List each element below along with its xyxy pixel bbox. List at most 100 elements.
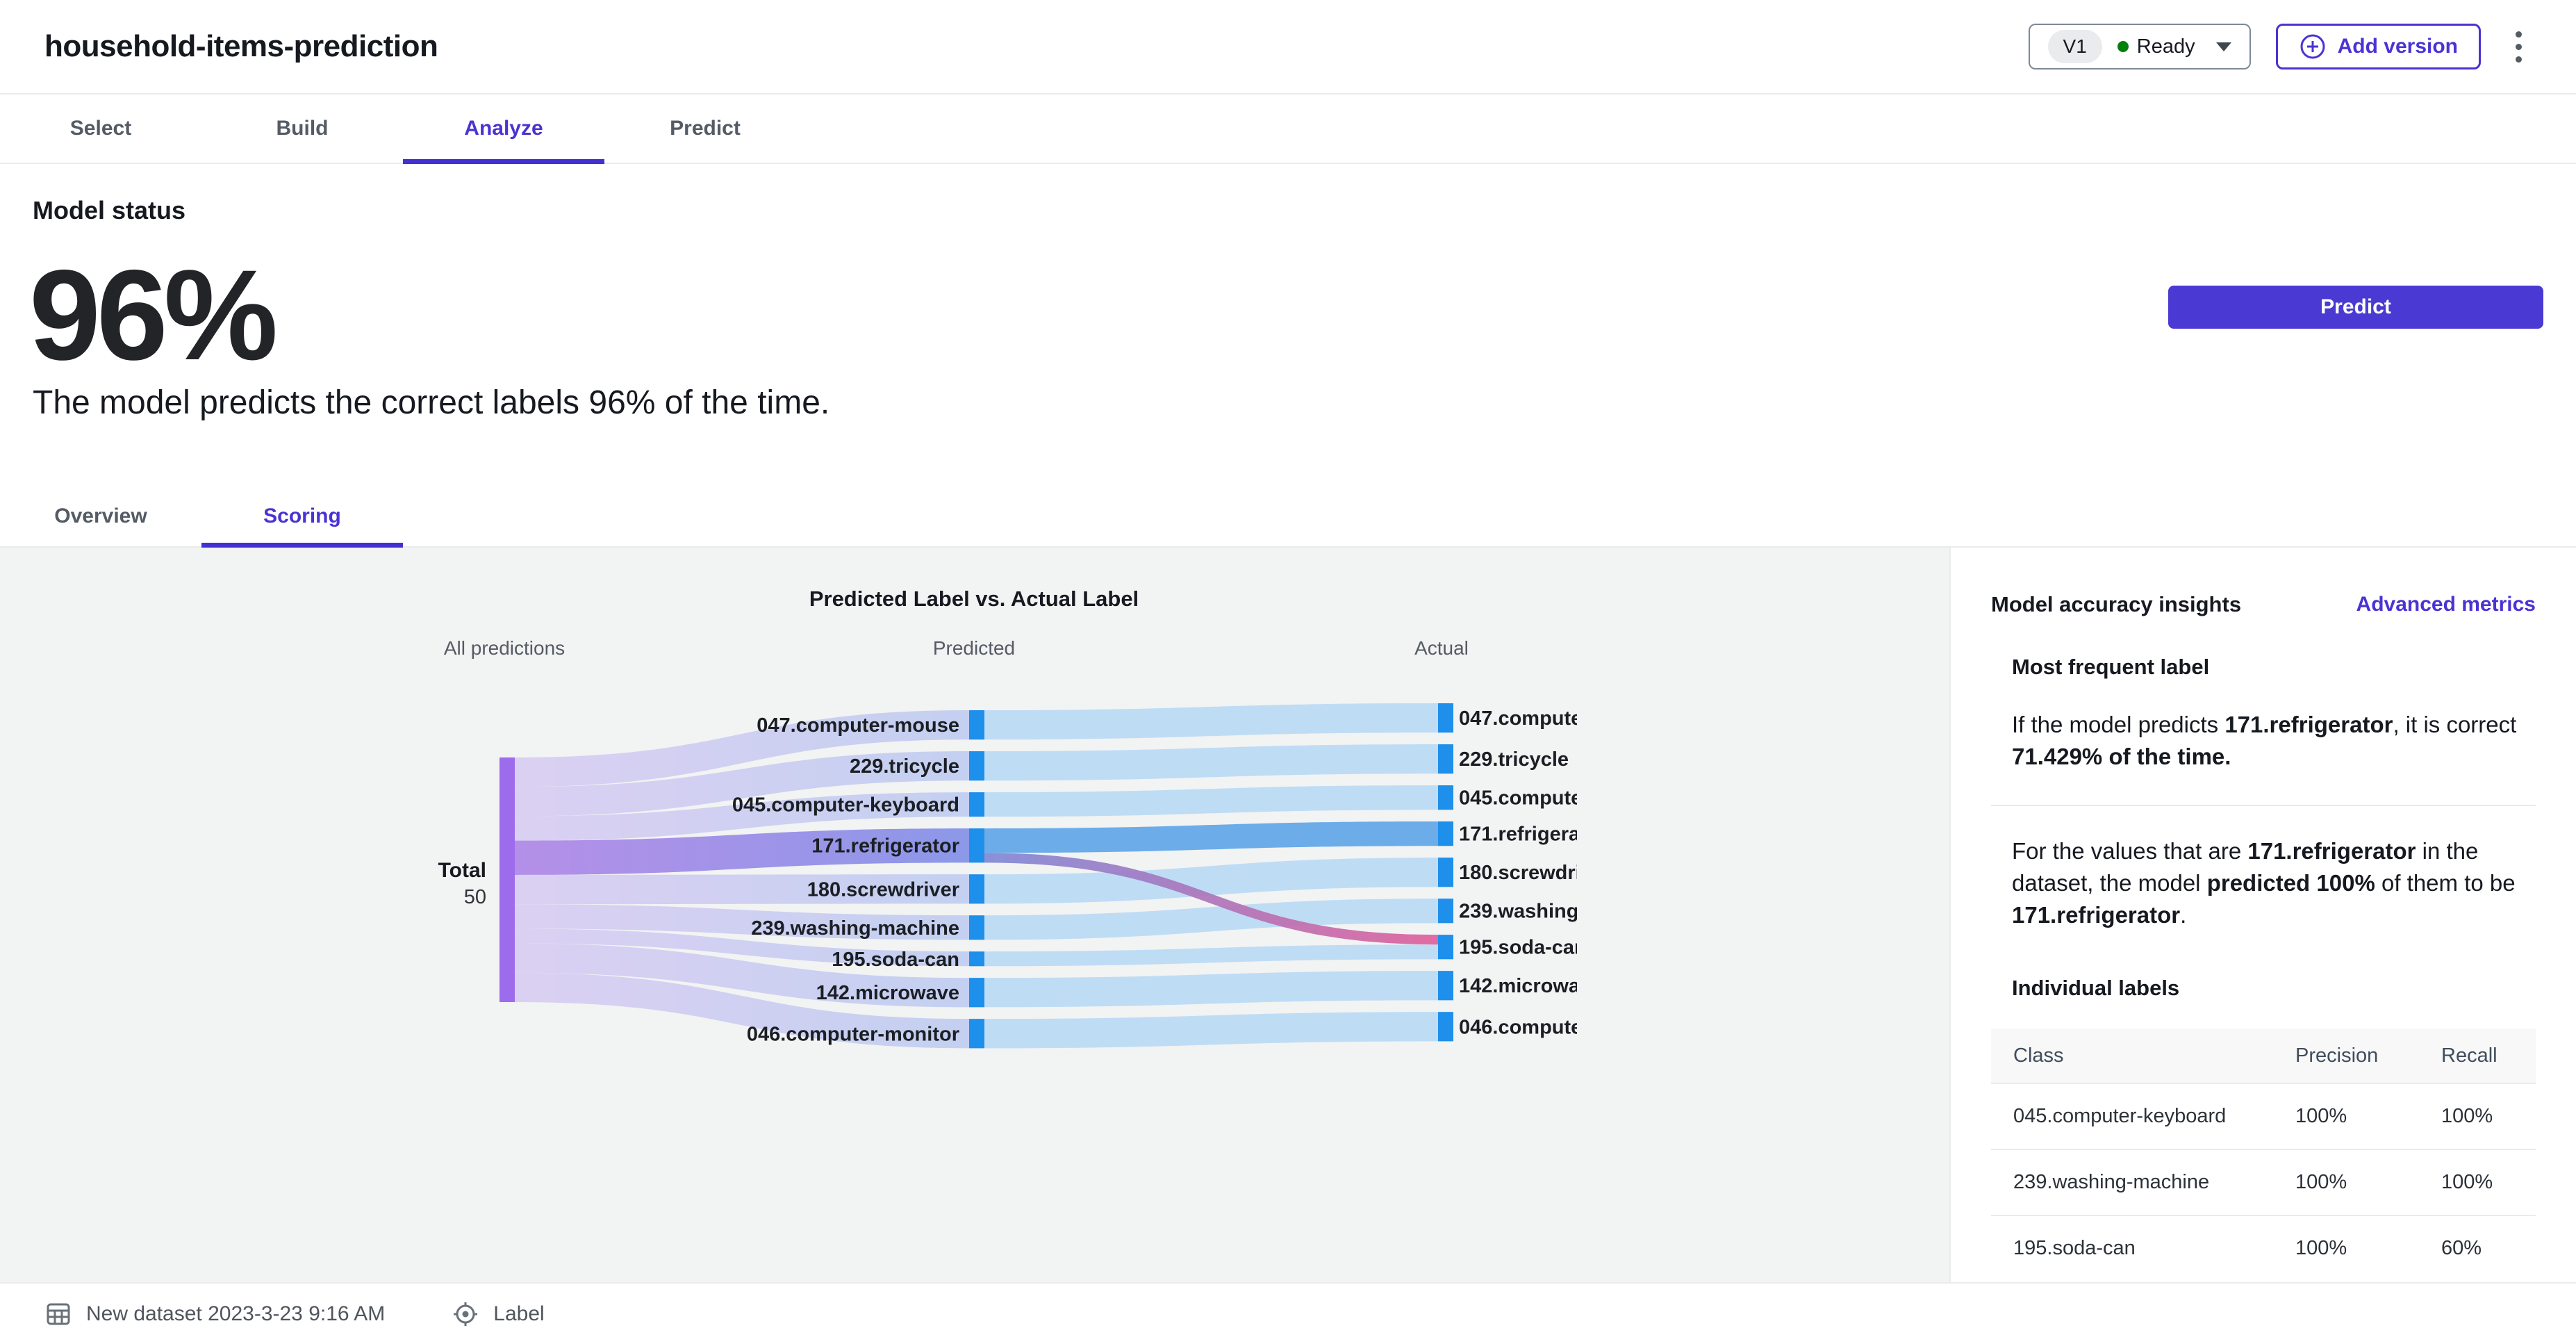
sankey-flow-171.refrigerator-to-171.refrigerator[interactable]	[984, 821, 1438, 853]
predicted-label-229.tricycle: 229.tricycle	[850, 755, 959, 778]
actual-label-045.computer-keyboard: 045.computer-keyboard	[1459, 787, 1686, 810]
sankey-flow-total-to-171.refrigerator[interactable]	[515, 828, 969, 875]
predicted-label-142.microwave: 142.microwave	[816, 982, 959, 1004]
column-header-predicted: Predicted	[933, 637, 1015, 659]
predicted-label-047.computer-mouse: 047.computer-mouse	[757, 714, 959, 737]
scoring-chart-area: Predicted Label vs. Actual Label All pre…	[0, 548, 1949, 1282]
content-row: Predicted Label vs. Actual Label All pre…	[0, 548, 2576, 1282]
sankey-flow-total-to-239.washing-machine[interactable]	[515, 904, 969, 940]
sankey-node-actual-142.microwave[interactable]	[1438, 971, 1453, 1001]
recall-insight-text: For the values that are 171.refrigerator…	[2012, 838, 2516, 928]
sankey-node-predicted-229.tricycle[interactable]	[969, 751, 984, 781]
predict-button[interactable]: Predict	[2168, 286, 2543, 329]
version-dropdown[interactable]: V1 Ready	[2028, 24, 2251, 69]
sankey-node-predicted-171.refrigerator[interactable]	[969, 828, 984, 863]
total-node-label: Total	[438, 859, 486, 882]
predicted-label-045.computer-keyboard: 045.computer-keyboard	[732, 794, 959, 817]
actual-label-046.computer-monitor: 046.computer-monitor	[1459, 1016, 1671, 1038]
tab-analyze[interactable]: Analyze	[403, 95, 604, 164]
column-header-all-predictions: All predictions	[444, 637, 565, 659]
precision-insight-text: If the model predicts 171.refrigerator, …	[2012, 712, 2517, 769]
tab-build[interactable]: Build	[276, 117, 329, 140]
sankey-flow-045.computer-keyboard-to-045.computer-keyboard[interactable]	[984, 785, 1438, 817]
add-version-button[interactable]: Add version	[2275, 24, 2481, 69]
top-bar-actions: V1 Ready Add version	[2028, 24, 2532, 69]
analysis-tab-bar: Overview Scoring	[0, 486, 2576, 548]
tab-predict[interactable]: Predict	[670, 117, 741, 140]
more-options-icon[interactable]	[2506, 24, 2532, 69]
table-header-row: Class Precision Recall	[1991, 1029, 2536, 1083]
predicted-label-239.washing-machine: 239.washing-machine	[751, 917, 959, 940]
sankey-flow-195.soda-can-to-195.soda-can[interactable]	[984, 944, 1438, 967]
sankey-flow-142.microwave-to-142.microwave[interactable]	[984, 971, 1438, 1008]
page-title: household-items-prediction	[44, 29, 438, 63]
model-status-heading: Model status	[33, 196, 186, 224]
tab-scoring[interactable]: Scoring	[201, 486, 403, 548]
actual-label-047.computer-mouse: 047.computer-mouse	[1459, 707, 1662, 730]
sankey-node-actual-180.screwdriver[interactable]	[1438, 858, 1453, 887]
actual-label-239.washing-machine: 239.washing-machine	[1459, 901, 1667, 923]
dataset-status-label: New dataset 2023-3-23 9:16 AM	[86, 1302, 386, 1325]
top-bar: household-items-prediction V1 Ready Add …	[0, 0, 2576, 95]
version-badge: V1	[2047, 30, 2102, 63]
sankey-node-predicted-195.soda-can[interactable]	[969, 951, 984, 967]
advanced-metrics-link[interactable]: Advanced metrics	[2356, 593, 2536, 616]
sankey-flow-total-to-180.screwdriver[interactable]	[515, 874, 969, 905]
col-header-class: Class	[2013, 1044, 2064, 1067]
accuracy-value: 96%	[29, 244, 278, 387]
sankey-diagram[interactable]: Predicted Label vs. Actual Label All pre…	[0, 548, 1949, 1282]
chevron-down-icon	[2215, 42, 2231, 51]
actual-label-142.microwave: 142.microwave	[1459, 975, 1602, 997]
sankey-flow-046.computer-monitor-to-046.computer-monitor[interactable]	[984, 1012, 1438, 1049]
table-row: 239.washing-machine 100% 100%	[1991, 1149, 2536, 1215]
sankey-flow-total-to-047.computer-mouse[interactable]	[515, 710, 969, 787]
sankey-flow-171.refrigerator-to-195.soda-can[interactable]	[984, 853, 1438, 945]
predicted-label-046.computer-monitor: 046.computer-monitor	[747, 1023, 959, 1045]
sankey-node-actual-046.computer-monitor[interactable]	[1438, 1012, 1453, 1042]
predicted-label-171.refrigerator: 171.refrigerator	[811, 835, 959, 858]
sankey-node-actual-239.washing-machine[interactable]	[1438, 899, 1453, 924]
sankey-node-predicted-045.computer-keyboard[interactable]	[969, 792, 984, 817]
sankey-flow-total-to-229.tricycle[interactable]	[515, 751, 969, 817]
sankey-node-predicted-239.washing-machine[interactable]	[969, 915, 984, 940]
dataset-grid-icon	[47, 1303, 70, 1325]
sankey-flow-total-to-045.computer-keyboard[interactable]	[515, 792, 969, 841]
add-version-label: Add version	[2337, 35, 2458, 58]
predicted-label-195.soda-can: 195.soda-can	[832, 949, 959, 971]
status-bar: New dataset 2023-3-23 9:16 AM Label	[0, 1282, 2576, 1344]
tab-select[interactable]: Select	[69, 117, 132, 140]
sankey-node-predicted-142.microwave[interactable]	[969, 978, 984, 1008]
plus-circle-icon	[2300, 34, 2325, 59]
actual-label-195.soda-can: 195.soda-can	[1459, 937, 1587, 959]
table-row: 195.soda-can 100% 60%	[1991, 1215, 2536, 1281]
table-row: 045.computer-keyboard 100% 100%	[1991, 1083, 2536, 1149]
sankey-node-actual-171.refrigerator[interactable]	[1438, 821, 1453, 846]
dataset-status-item[interactable]: New dataset 2023-3-23 9:16 AM	[44, 1300, 385, 1328]
sankey-node-predicted-047.computer-mouse[interactable]	[969, 710, 984, 740]
sankey-node-actual-229.tricycle[interactable]	[1438, 744, 1453, 774]
sankey-node-actual-047.computer-mouse[interactable]	[1438, 703, 1453, 733]
sankey-flow-229.tricycle-to-229.tricycle[interactable]	[984, 744, 1438, 781]
sankey-flow-047.computer-mouse-to-047.computer-mouse[interactable]	[984, 703, 1438, 740]
sankey-flow-total-to-195.soda-can[interactable]	[515, 928, 969, 967]
main-tab-bar: Select Build Analyze Predict	[0, 95, 2576, 164]
tab-overview[interactable]: Overview	[54, 505, 147, 527]
sankey-flow-239.washing-machine-to-239.washing-machine[interactable]	[984, 899, 1438, 940]
model-accuracy-panel: Model accuracy insights Advanced metrics…	[1949, 548, 2576, 1282]
actual-label-180.screwdriver: 180.screwdriver	[1459, 862, 1611, 884]
most-frequent-label-heading: Most frequent label	[2012, 655, 2210, 679]
sankey-flow-180.screwdriver-to-180.screwdriver[interactable]	[984, 858, 1438, 904]
sankey-node-actual-045.computer-keyboard[interactable]	[1438, 785, 1453, 810]
sankey-node-actual-195.soda-can[interactable]	[1438, 935, 1453, 960]
col-header-recall: Recall	[2441, 1044, 2497, 1067]
table-body: 045.computer-keyboard 100% 100% 239.wash…	[1991, 1083, 2536, 1281]
label-target-icon	[454, 1302, 478, 1326]
accuracy-description: The model predicts the correct labels 96…	[33, 384, 830, 421]
label-column-item[interactable]: Label	[452, 1300, 545, 1328]
col-header-precision: Precision	[2295, 1044, 2379, 1067]
sankey-node-predicted-046.computer-monitor[interactable]	[969, 1019, 984, 1049]
sankey-node-total[interactable]	[499, 757, 515, 1002]
sankey-flow-total-to-046.computer-monitor[interactable]	[515, 972, 969, 1049]
sankey-flow-total-to-142.microwave[interactable]	[515, 943, 969, 1008]
sankey-node-predicted-180.screwdriver[interactable]	[969, 874, 984, 904]
